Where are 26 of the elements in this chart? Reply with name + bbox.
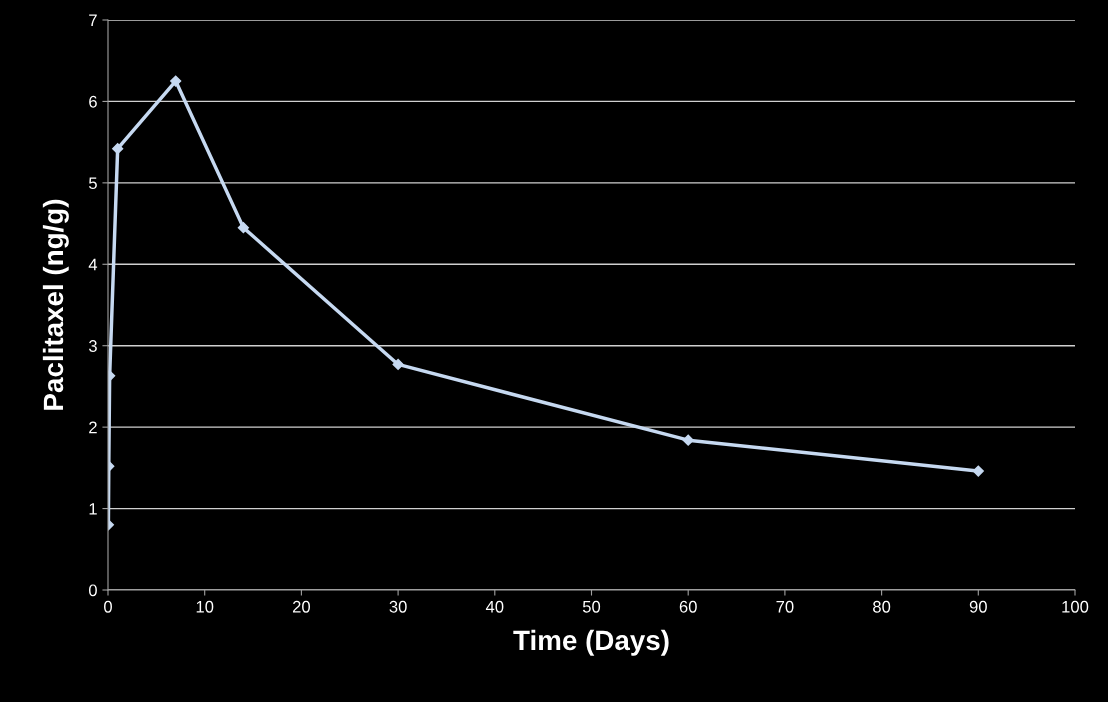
x-tick-label: 50: [582, 600, 601, 613]
point: [972, 465, 984, 477]
x-tick-label: 60: [679, 600, 697, 613]
x-tick-label: 90: [969, 600, 987, 613]
x-tick-label: 10: [196, 600, 214, 613]
x-tick-label: 40: [485, 600, 504, 613]
point: [237, 222, 249, 234]
x-tick-label: 20: [292, 600, 311, 613]
x-tick-label: 80: [873, 600, 891, 613]
y-tick-label: 6: [89, 95, 97, 108]
x-axis-title: Time (Days): [513, 629, 669, 656]
x-tick-label: 100: [1062, 600, 1089, 613]
y-axis-title: Paclitaxel (ng/g): [42, 199, 69, 410]
y-tick-label: 3: [88, 340, 97, 352]
y-tick-label: 7: [89, 14, 97, 27]
y-tick-label: 5: [88, 177, 97, 190]
x-tick-label: 0: [104, 600, 112, 613]
point: [392, 358, 404, 371]
x-tick-label: 30: [389, 600, 407, 613]
x-tick-label: 70: [776, 600, 794, 613]
y-tick-label: 2: [89, 421, 97, 434]
y-tick-label: 1: [89, 503, 97, 515]
point: [170, 75, 182, 87]
y-tick-label: 4: [88, 258, 98, 271]
y-tick-label: 0: [88, 584, 97, 597]
point: [682, 434, 694, 446]
